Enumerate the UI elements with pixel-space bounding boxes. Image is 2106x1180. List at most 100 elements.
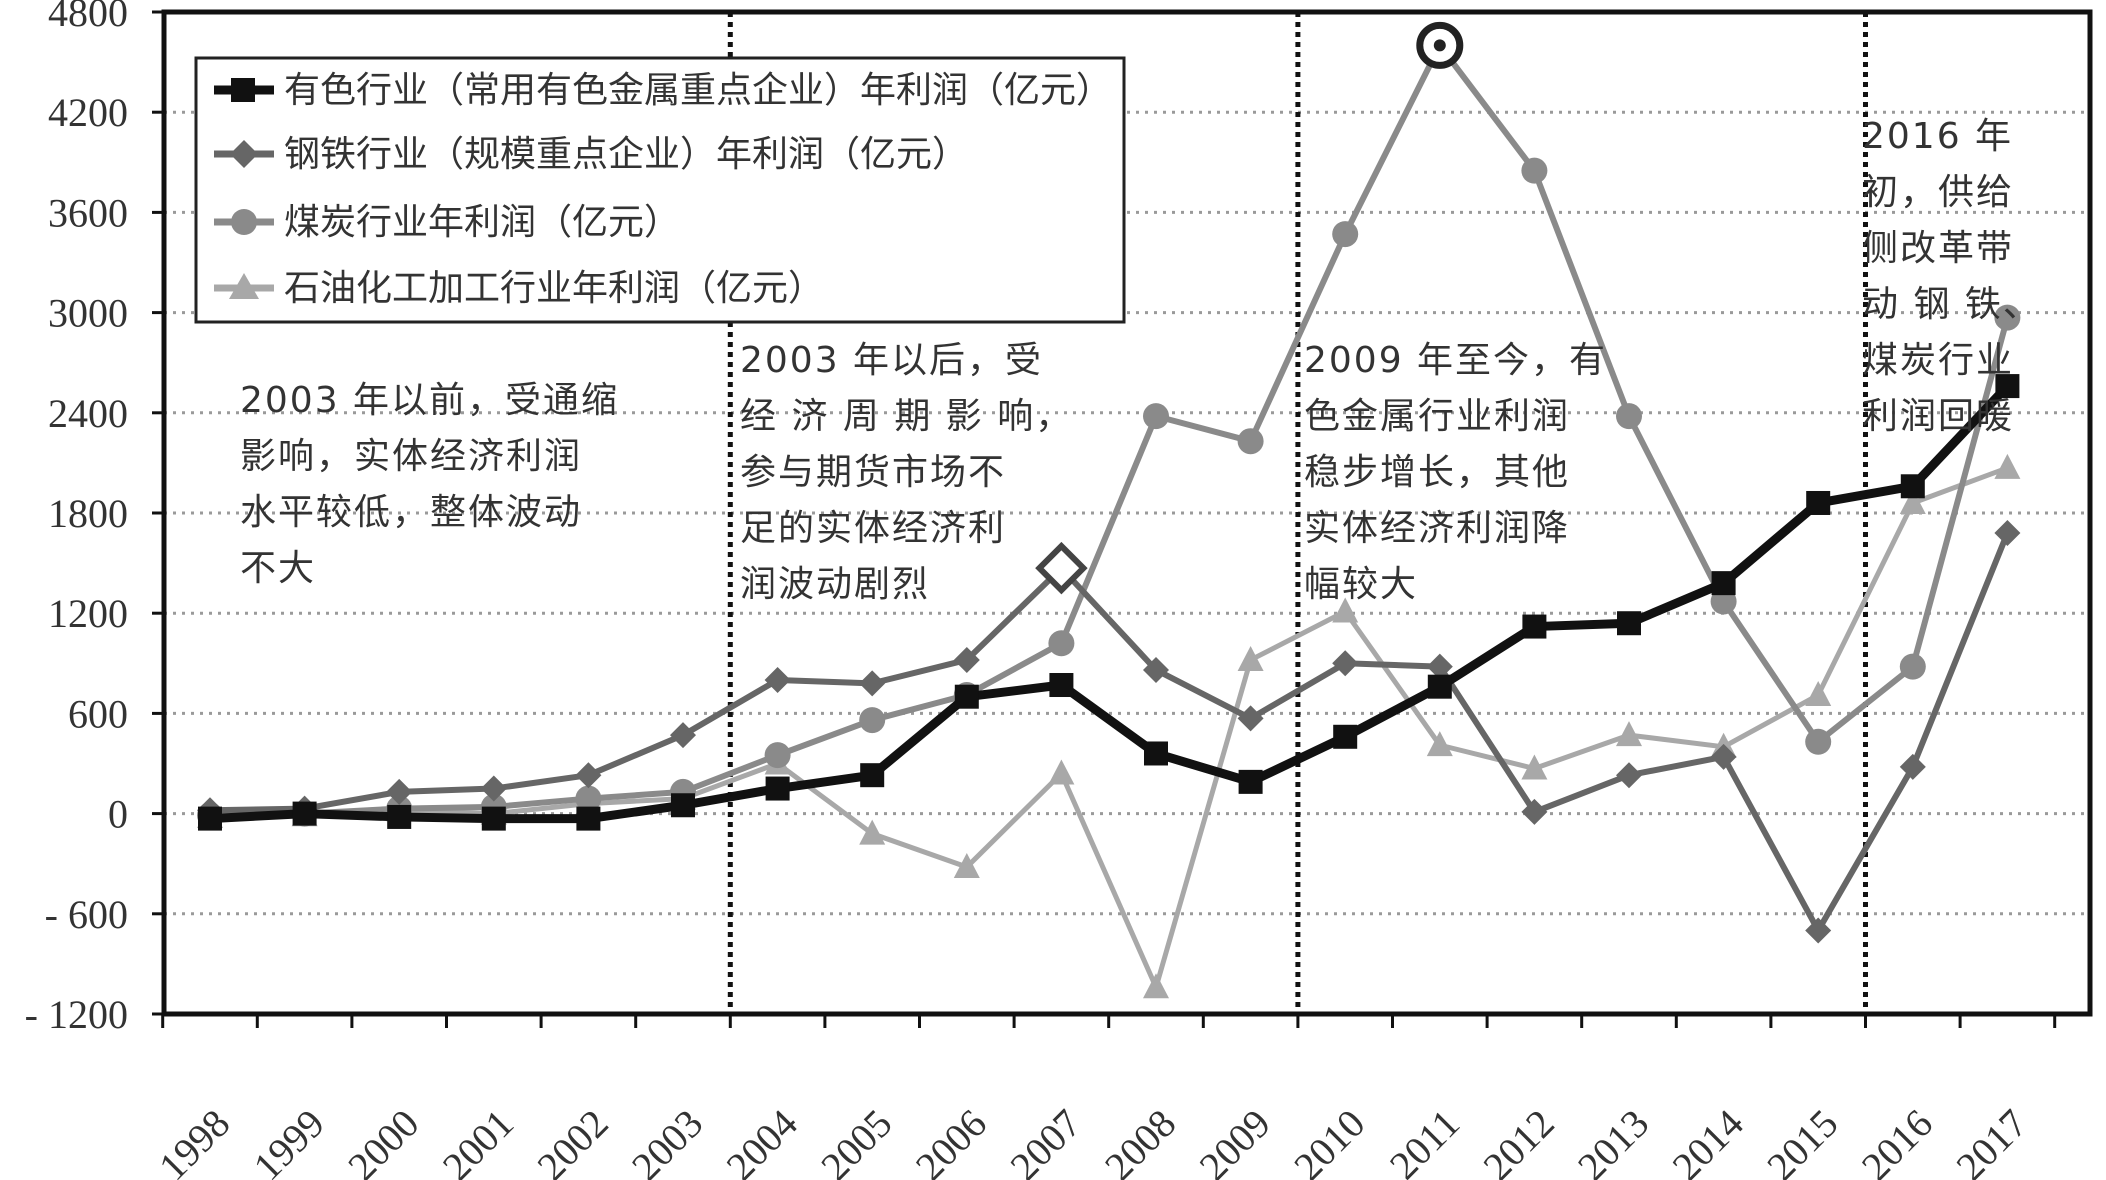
data-point-diamond: [1899, 753, 1926, 780]
x-tick-label: 2007: [1001, 1101, 1089, 1180]
annotation-line: 足的实体经济利: [740, 508, 1006, 549]
x-tick-label: 2005: [812, 1101, 900, 1180]
data-point-diamond: [1994, 520, 2021, 547]
data-point-square: [954, 684, 979, 709]
data-point-square: [1806, 490, 1831, 515]
data-point-triangle: [1143, 973, 1169, 999]
y-tick-label: 4800: [48, 0, 128, 35]
data-point-circle: [1616, 403, 1642, 430]
data-point-square: [1995, 374, 2020, 399]
legend-label: 有色行业（常用有色金属重点企业）年利润（亿元）: [284, 70, 1112, 111]
legend-label: 石油化工加工行业年利润（亿元）: [284, 268, 824, 309]
data-point-square: [765, 776, 790, 801]
data-point-square: [671, 793, 695, 818]
series-circle: [197, 32, 2021, 829]
data-point-diamond: [386, 778, 413, 805]
data-point-triangle: [953, 853, 980, 879]
x-tick-label: 2008: [1096, 1101, 1184, 1180]
data-point-diamond: [480, 775, 507, 802]
data-point-circle: [1332, 221, 1359, 248]
annotation-line: 初，供给: [1862, 172, 2014, 213]
x-tick-label: 2010: [1285, 1101, 1373, 1180]
gridlines: [164, 110, 2090, 916]
data-point-triangle: [1899, 488, 1926, 514]
annotation-line: 实体经济利润降: [1304, 508, 1570, 549]
annotation-line: 幅较大: [1304, 564, 1418, 605]
y-tick-label: 3600: [48, 190, 128, 235]
x-tick-label: 2017: [1947, 1101, 2035, 1180]
y-tick-label: 0: [108, 792, 128, 837]
annotation-line: 经 济 周 期 影 响，: [740, 396, 1073, 437]
annotation-line: 色金属行业利润: [1304, 396, 1570, 437]
x-tick-label: 2002: [528, 1101, 616, 1180]
series-lines: [197, 21, 2021, 999]
y-tick-label: 1800: [48, 491, 128, 536]
legend: 有色行业（常用有色金属重点企业）年利润（亿元） 钢铁行业（规模重点企业）年利润（…: [194, 56, 1126, 324]
annotation-line: 2016 年: [1862, 116, 2013, 157]
circle-marker-icon: [231, 209, 257, 235]
data-point-triangle: [859, 819, 886, 845]
data-point-diamond: [1143, 656, 1169, 683]
annotation-line: 煤炭行业: [1862, 340, 2014, 381]
data-point-diamond: [1710, 743, 1737, 770]
square-marker-icon: [231, 78, 255, 102]
annotation-line: 参与期货市场不: [740, 452, 1006, 493]
legend-item-petrochem: 石油化工加工行业年利润（亿元）: [214, 268, 824, 309]
data-point-diamond: [859, 670, 886, 697]
data-point-diamond: [575, 762, 602, 789]
x-tick-label: 1999: [245, 1101, 333, 1180]
data-point-square: [1427, 674, 1452, 699]
y-tick-label: - 600: [45, 892, 128, 937]
peak-highlights: [1035, 21, 1464, 595]
annotations: 2003 年以前，受通缩 影响，实体经济利润 水平较低，整体波动 不大 2003…: [240, 116, 2054, 605]
annotation-line: 不大: [240, 548, 316, 589]
data-point-square: [1333, 724, 1358, 749]
y-tick-label: 600: [68, 691, 128, 736]
legend-label: 煤炭行业年利润（亿元）: [284, 202, 680, 243]
data-point-circle: [1143, 403, 1169, 430]
data-point-square: [1144, 741, 1168, 766]
data-point-diamond: [1237, 705, 1264, 732]
annotation-pre-2003: 2003 年以前，受通缩 影响，实体经济利润 水平较低，整体波动 不大: [240, 380, 633, 589]
data-point-square: [292, 801, 317, 826]
x-tick-label: 2006: [907, 1101, 995, 1180]
x-tick-label: 2000: [339, 1101, 427, 1180]
series-line: [209, 465, 2009, 990]
data-point-square: [198, 806, 222, 831]
y-tick-label: 3000: [48, 291, 128, 336]
data-point-triangle: [1521, 754, 1548, 780]
annotation-line: 动 钢 铁、: [1862, 284, 2041, 325]
x-tick-label: 2013: [1569, 1101, 1657, 1180]
data-point-square: [860, 763, 885, 788]
peak-marker-dot: [1433, 39, 1446, 52]
data-point-triangle: [1332, 597, 1359, 623]
data-point-square: [1900, 474, 1925, 499]
series-line: [209, 42, 2011, 819]
data-point-circle: [1899, 653, 1926, 680]
data-point-square: [481, 806, 506, 831]
annotation-line: 2003 年以后，受: [740, 340, 1043, 381]
x-axis: 1998 1999 2000 2001 2002 2003 2004 2005 2006 2007…: [150, 1014, 2057, 1180]
annotation-2003-2009: 2003 年以后，受 经 济 周 期 影 响， 参与期货市场不 足的实体经济利 …: [740, 340, 1087, 605]
data-point-square: [1522, 614, 1547, 639]
data-point-diamond: [670, 722, 696, 749]
data-point-square: [1617, 611, 1641, 636]
y-tick-label: 1200: [48, 591, 128, 636]
legend-box: [194, 56, 1126, 324]
data-point-diamond: [1332, 650, 1359, 677]
data-point-circle: [1805, 728, 1832, 755]
data-point-circle: [1048, 630, 1075, 657]
legend-item-coal: 煤炭行业年利润（亿元）: [214, 202, 680, 243]
annotation-line: 利润回暖: [1862, 396, 2014, 437]
series-diamond: [197, 520, 2021, 944]
data-point-square: [576, 806, 601, 831]
diamond-marker-icon: [230, 140, 258, 168]
legend-item-steel: 钢铁行业（规模重点企业）年利润（亿元）: [214, 134, 968, 175]
annotation-2009-onward: 2009 年至今，有 色金属行业利润 稳步增长，其他 实体经济利润降 幅较大: [1304, 340, 1621, 605]
x-tick-label: 2001: [434, 1101, 522, 1180]
x-tick-label: 2004: [718, 1101, 806, 1180]
annotation-2016: 2016 年 初，供给 侧改革带 动 钢 铁、 煤炭行业 利润回暖: [1862, 116, 2054, 437]
data-point-triangle: [1048, 759, 1075, 785]
data-point-triangle: [1994, 453, 2021, 479]
data-point-circle: [764, 742, 791, 769]
